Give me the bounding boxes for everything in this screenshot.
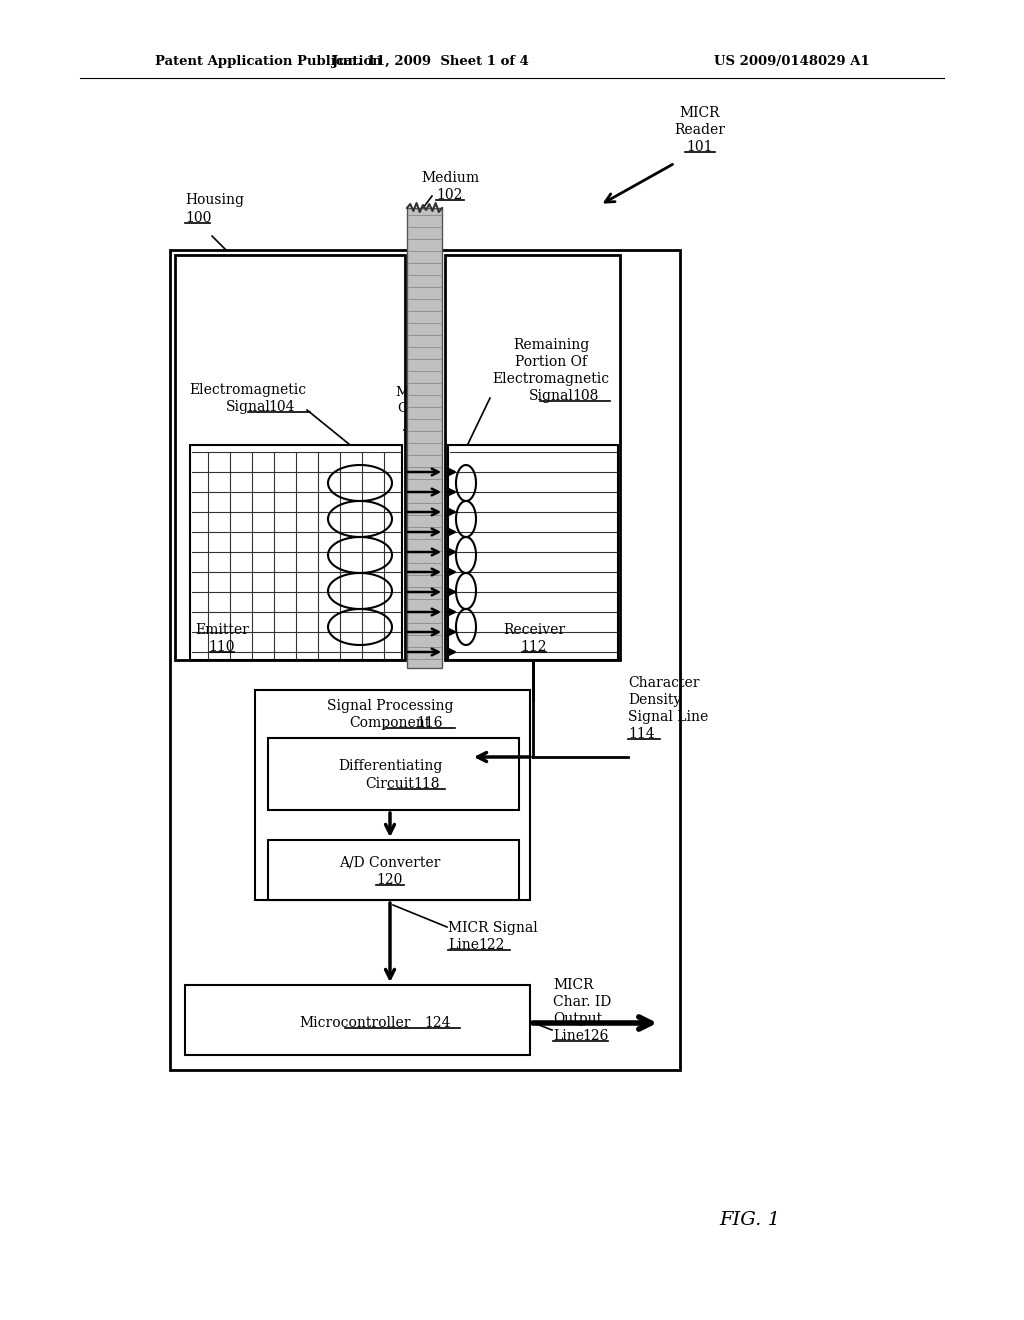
Text: 114: 114: [628, 727, 654, 741]
Text: MICR Signal: MICR Signal: [449, 921, 538, 935]
Bar: [185, 985, 530, 1055]
Text: Char.: Char.: [397, 403, 433, 416]
Text: Emitter: Emitter: [195, 623, 249, 638]
Text: Output: Output: [553, 1012, 602, 1026]
Text: Character: Character: [628, 676, 699, 690]
Text: Signal Line: Signal Line: [628, 710, 709, 723]
Text: Line: Line: [553, 1030, 584, 1043]
Bar: [170, 249, 680, 1071]
Bar: [445, 255, 620, 660]
Text: 112: 112: [521, 640, 547, 653]
Text: Circuit: Circuit: [366, 777, 415, 791]
Text: MICR: MICR: [395, 387, 434, 400]
Text: A/D Converter: A/D Converter: [339, 855, 440, 869]
Text: Jun. 11, 2009  Sheet 1 of 4: Jun. 11, 2009 Sheet 1 of 4: [332, 55, 528, 69]
Text: Density: Density: [628, 693, 681, 708]
Text: Portion Of: Portion Of: [515, 355, 587, 370]
Text: MICR: MICR: [553, 978, 594, 993]
Text: Electromagnetic: Electromagnetic: [493, 372, 609, 385]
Text: FIG. 1: FIG. 1: [720, 1210, 780, 1229]
Text: 108: 108: [571, 389, 598, 403]
Text: Char. ID: Char. ID: [553, 995, 611, 1008]
Text: Differentiating: Differentiating: [338, 759, 442, 774]
Bar: [449, 445, 618, 660]
Text: Component: Component: [349, 715, 431, 730]
Text: Medium: Medium: [421, 172, 479, 185]
Bar: [268, 738, 519, 810]
Text: 126: 126: [582, 1030, 608, 1043]
Bar: [255, 690, 530, 900]
Text: 100: 100: [185, 211, 211, 224]
Text: Receiver: Receiver: [503, 623, 565, 638]
Text: Electromagnetic: Electromagnetic: [189, 383, 306, 397]
Text: 106: 106: [402, 418, 428, 432]
Text: 124: 124: [425, 1016, 452, 1030]
Text: 116: 116: [417, 715, 443, 730]
Text: 104: 104: [268, 400, 295, 414]
Text: Signal: Signal: [225, 400, 270, 414]
Text: MICR: MICR: [680, 106, 720, 120]
Text: Housing: Housing: [185, 193, 244, 207]
Bar: [268, 840, 519, 900]
Text: 118: 118: [414, 777, 440, 791]
Text: Signal Processing: Signal Processing: [327, 700, 454, 713]
Text: US 2009/0148029 A1: US 2009/0148029 A1: [715, 55, 870, 69]
Text: 110: 110: [209, 640, 236, 653]
Text: 102: 102: [437, 187, 463, 202]
Text: Signal: Signal: [528, 389, 573, 403]
Text: 122: 122: [478, 939, 505, 952]
Text: Line: Line: [449, 939, 479, 952]
Text: 101: 101: [687, 140, 714, 154]
Bar: [190, 445, 402, 660]
Text: Remaining: Remaining: [513, 338, 589, 352]
Bar: [407, 209, 442, 668]
Text: Reader: Reader: [675, 123, 725, 137]
Text: 120: 120: [377, 873, 403, 887]
Bar: [175, 255, 406, 660]
Text: Patent Application Publication: Patent Application Publication: [155, 55, 382, 69]
Text: Microcontroller: Microcontroller: [299, 1016, 411, 1030]
